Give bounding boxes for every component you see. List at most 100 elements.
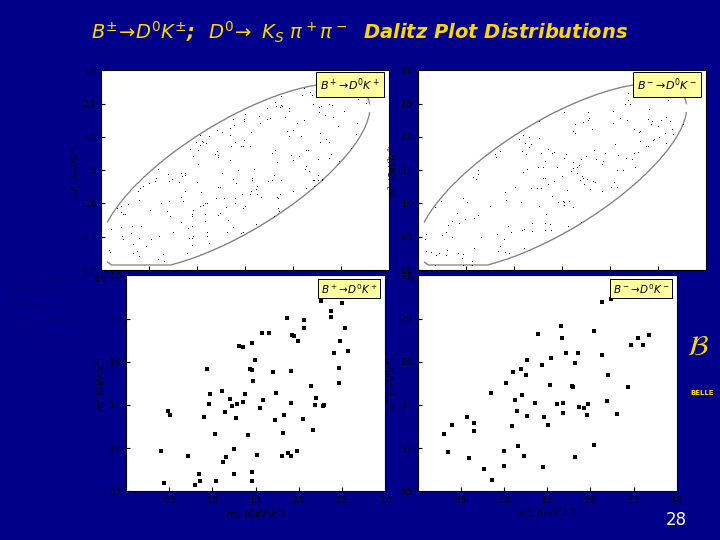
Point [271, 158, 283, 166]
Point [276, 102, 288, 110]
Point [458, 260, 469, 269]
Point [236, 190, 248, 199]
Point [609, 140, 621, 149]
Point [212, 151, 224, 160]
Point [318, 401, 329, 409]
Point [536, 183, 547, 192]
Point [326, 93, 338, 102]
Point [567, 158, 579, 167]
Point [212, 153, 224, 161]
Text: $\mathcal{B}$: $\mathcal{B}$ [688, 333, 709, 361]
Point [127, 239, 139, 248]
Point [228, 121, 240, 130]
Point [186, 222, 198, 231]
Point [317, 402, 328, 411]
Point [526, 227, 537, 235]
Point [158, 479, 170, 488]
Point [180, 168, 192, 177]
Point [177, 197, 189, 205]
Point [298, 323, 310, 332]
Point [315, 137, 326, 146]
Point [250, 355, 261, 364]
Point [255, 119, 266, 127]
Point [224, 130, 235, 139]
Point [578, 404, 590, 413]
Point [492, 247, 504, 255]
Point [299, 315, 310, 324]
Point [309, 401, 320, 410]
Point [192, 178, 203, 187]
Point [240, 389, 251, 398]
Point [611, 166, 623, 174]
Point [539, 157, 551, 165]
Point [590, 155, 601, 164]
Point [225, 395, 236, 403]
Point [230, 414, 242, 422]
Point [539, 173, 550, 182]
Point [537, 163, 549, 172]
Point [632, 334, 644, 342]
Point [238, 204, 249, 212]
Point [546, 149, 558, 158]
Point [440, 227, 451, 236]
Point [558, 201, 570, 210]
Point [575, 176, 586, 185]
Point [563, 197, 575, 206]
Point [333, 364, 345, 373]
Point [247, 176, 258, 185]
Point [251, 182, 263, 191]
Point [572, 349, 583, 357]
Point [324, 99, 336, 108]
Point [549, 147, 560, 156]
Point [441, 251, 452, 259]
Point [127, 249, 139, 258]
Point [282, 126, 293, 135]
Point [436, 230, 448, 239]
Point [135, 221, 147, 230]
Text: $B^+\!\rightarrow\!D^0K^+$: $B^+\!\rightarrow\!D^0K^+$ [320, 76, 380, 93]
Point [603, 371, 614, 380]
Point [466, 257, 477, 266]
Point [211, 125, 222, 134]
Point [521, 165, 533, 174]
Point [150, 177, 161, 186]
Point [670, 86, 682, 95]
Point [302, 145, 313, 154]
Point [605, 183, 616, 191]
Point [629, 148, 640, 157]
Point [179, 171, 191, 180]
Point [661, 112, 672, 121]
Point [218, 194, 230, 202]
Point [596, 159, 608, 168]
Point [163, 197, 175, 206]
Point [326, 101, 338, 110]
Point [288, 332, 300, 340]
Point [183, 234, 194, 242]
Point [621, 116, 633, 125]
Point [216, 168, 228, 177]
Point [197, 201, 209, 210]
Point [499, 188, 510, 197]
Point [104, 248, 116, 256]
Point [660, 139, 672, 147]
Point [229, 138, 240, 146]
Point [430, 261, 441, 269]
Point [453, 219, 464, 228]
Point [319, 110, 330, 119]
Point [438, 429, 450, 438]
X-axis label: $m^2_+\ (\mathrm{GeV}^2/c^4)$: $m^2_+\ (\mathrm{GeV}^2/c^4)$ [217, 285, 272, 300]
Point [286, 331, 297, 340]
Point [201, 232, 212, 240]
Point [276, 176, 287, 184]
Point [258, 396, 269, 404]
Point [468, 214, 480, 222]
Point [194, 140, 206, 149]
Point [323, 153, 335, 162]
Point [457, 249, 469, 258]
Point [269, 146, 280, 154]
Point [430, 250, 441, 259]
Point [190, 137, 202, 146]
Point [175, 169, 186, 178]
Point [463, 454, 474, 463]
Point [469, 418, 480, 427]
